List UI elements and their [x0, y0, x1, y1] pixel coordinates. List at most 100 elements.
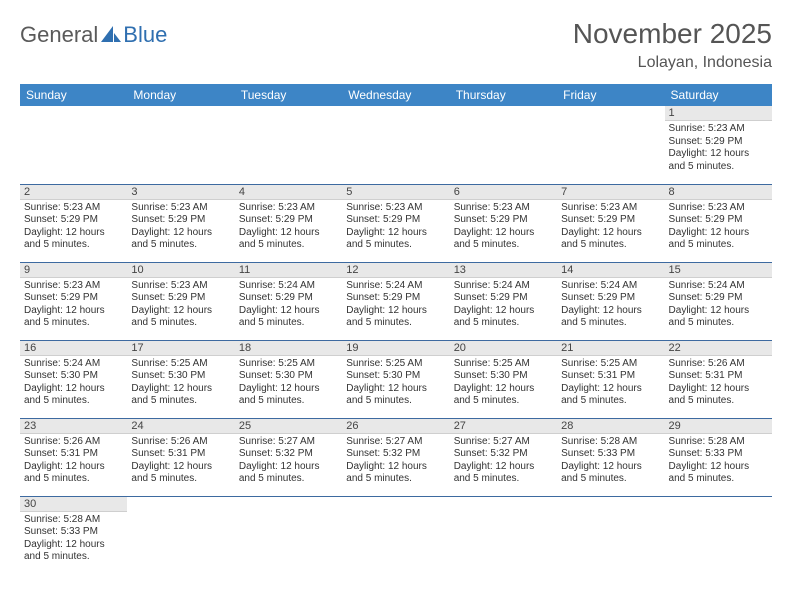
calendar-day-cell: 19Sunrise: 5:25 AMSunset: 5:30 PMDayligh…	[342, 340, 449, 418]
day-body: Sunrise: 5:26 AMSunset: 5:31 PMDaylight:…	[127, 434, 234, 490]
sunset-text: Sunset: 5:29 PM	[239, 292, 338, 305]
calendar-week-row: 1Sunrise: 5:23 AMSunset: 5:29 PMDaylight…	[20, 106, 772, 184]
day-number: 27	[450, 419, 557, 434]
day-number: 29	[665, 419, 772, 434]
location: Lolayan, Indonesia	[573, 54, 772, 72]
logo-text-blue: Blue	[123, 22, 167, 48]
day-number: 3	[127, 185, 234, 200]
sunrise-text: Sunrise: 5:23 AM	[561, 202, 660, 215]
sunset-text: Sunset: 5:32 PM	[454, 448, 553, 461]
calendar-day-cell: 5Sunrise: 5:23 AMSunset: 5:29 PMDaylight…	[342, 184, 449, 262]
calendar-day-cell	[450, 106, 557, 184]
day-body: Sunrise: 5:23 AMSunset: 5:29 PMDaylight:…	[20, 278, 127, 334]
sunrise-text: Sunrise: 5:23 AM	[131, 280, 230, 293]
day-body: Sunrise: 5:23 AMSunset: 5:29 PMDaylight:…	[127, 278, 234, 334]
calendar-day-cell: 1Sunrise: 5:23 AMSunset: 5:29 PMDaylight…	[665, 106, 772, 184]
day-number: 17	[127, 341, 234, 356]
sunset-text: Sunset: 5:32 PM	[346, 448, 445, 461]
day-body: Sunrise: 5:25 AMSunset: 5:30 PMDaylight:…	[235, 356, 342, 412]
calendar-day-cell	[557, 496, 664, 574]
sunrise-text: Sunrise: 5:23 AM	[24, 280, 123, 293]
sunrise-text: Sunrise: 5:26 AM	[24, 436, 123, 449]
sunset-text: Sunset: 5:29 PM	[24, 214, 123, 227]
calendar-day-cell: 10Sunrise: 5:23 AMSunset: 5:29 PMDayligh…	[127, 262, 234, 340]
calendar-day-cell: 24Sunrise: 5:26 AMSunset: 5:31 PMDayligh…	[127, 418, 234, 496]
day-body: Sunrise: 5:27 AMSunset: 5:32 PMDaylight:…	[235, 434, 342, 490]
day-number: 11	[235, 263, 342, 278]
day-number: 23	[20, 419, 127, 434]
daylight-text: Daylight: 12 hours and 5 minutes.	[24, 305, 123, 330]
sunrise-text: Sunrise: 5:27 AM	[346, 436, 445, 449]
calendar-week-row: 2Sunrise: 5:23 AMSunset: 5:29 PMDaylight…	[20, 184, 772, 262]
weekday-header: Monday	[127, 84, 234, 106]
sunset-text: Sunset: 5:33 PM	[561, 448, 660, 461]
day-body: Sunrise: 5:24 AMSunset: 5:29 PMDaylight:…	[450, 278, 557, 334]
day-body: Sunrise: 5:26 AMSunset: 5:31 PMDaylight:…	[665, 356, 772, 412]
daylight-text: Daylight: 12 hours and 5 minutes.	[454, 461, 553, 486]
calendar-day-cell: 9Sunrise: 5:23 AMSunset: 5:29 PMDaylight…	[20, 262, 127, 340]
calendar-day-cell: 29Sunrise: 5:28 AMSunset: 5:33 PMDayligh…	[665, 418, 772, 496]
calendar-day-cell	[20, 106, 127, 184]
sunrise-text: Sunrise: 5:25 AM	[131, 358, 230, 371]
logo: General Blue	[20, 18, 167, 48]
day-body: Sunrise: 5:27 AMSunset: 5:32 PMDaylight:…	[342, 434, 449, 490]
calendar-day-cell: 18Sunrise: 5:25 AMSunset: 5:30 PMDayligh…	[235, 340, 342, 418]
day-number: 4	[235, 185, 342, 200]
day-number: 1	[665, 106, 772, 121]
daylight-text: Daylight: 12 hours and 5 minutes.	[346, 461, 445, 486]
daylight-text: Daylight: 12 hours and 5 minutes.	[24, 383, 123, 408]
day-number: 19	[342, 341, 449, 356]
day-body: Sunrise: 5:24 AMSunset: 5:29 PMDaylight:…	[235, 278, 342, 334]
day-number: 25	[235, 419, 342, 434]
calendar-day-cell: 27Sunrise: 5:27 AMSunset: 5:32 PMDayligh…	[450, 418, 557, 496]
sunrise-text: Sunrise: 5:28 AM	[24, 514, 123, 527]
weekday-header: Friday	[557, 84, 664, 106]
calendar-day-cell: 26Sunrise: 5:27 AMSunset: 5:32 PMDayligh…	[342, 418, 449, 496]
daylight-text: Daylight: 12 hours and 5 minutes.	[239, 383, 338, 408]
daylight-text: Daylight: 12 hours and 5 minutes.	[131, 461, 230, 486]
calendar-day-cell: 2Sunrise: 5:23 AMSunset: 5:29 PMDaylight…	[20, 184, 127, 262]
sunrise-text: Sunrise: 5:23 AM	[131, 202, 230, 215]
calendar-day-cell: 14Sunrise: 5:24 AMSunset: 5:29 PMDayligh…	[557, 262, 664, 340]
sunrise-text: Sunrise: 5:23 AM	[669, 202, 768, 215]
sunset-text: Sunset: 5:29 PM	[346, 292, 445, 305]
daylight-text: Daylight: 12 hours and 5 minutes.	[669, 305, 768, 330]
sunrise-text: Sunrise: 5:25 AM	[454, 358, 553, 371]
daylight-text: Daylight: 12 hours and 5 minutes.	[346, 305, 445, 330]
daylight-text: Daylight: 12 hours and 5 minutes.	[561, 305, 660, 330]
daylight-text: Daylight: 12 hours and 5 minutes.	[346, 383, 445, 408]
sunset-text: Sunset: 5:29 PM	[454, 214, 553, 227]
day-number: 22	[665, 341, 772, 356]
header: General Blue November 2025 Lolayan, Indo…	[20, 18, 772, 72]
sunset-text: Sunset: 5:31 PM	[669, 370, 768, 383]
daylight-text: Daylight: 12 hours and 5 minutes.	[239, 227, 338, 252]
daylight-text: Daylight: 12 hours and 5 minutes.	[131, 383, 230, 408]
daylight-text: Daylight: 12 hours and 5 minutes.	[454, 305, 553, 330]
calendar-day-cell: 30Sunrise: 5:28 AMSunset: 5:33 PMDayligh…	[20, 496, 127, 574]
day-body: Sunrise: 5:25 AMSunset: 5:30 PMDaylight:…	[342, 356, 449, 412]
sunset-text: Sunset: 5:29 PM	[131, 292, 230, 305]
day-number: 5	[342, 185, 449, 200]
day-number: 6	[450, 185, 557, 200]
calendar-day-cell: 3Sunrise: 5:23 AMSunset: 5:29 PMDaylight…	[127, 184, 234, 262]
sunrise-text: Sunrise: 5:28 AM	[669, 436, 768, 449]
calendar-day-cell	[127, 496, 234, 574]
day-body: Sunrise: 5:23 AMSunset: 5:29 PMDaylight:…	[127, 200, 234, 256]
day-body: Sunrise: 5:24 AMSunset: 5:29 PMDaylight:…	[665, 278, 772, 334]
sunset-text: Sunset: 5:30 PM	[24, 370, 123, 383]
sunrise-text: Sunrise: 5:26 AM	[131, 436, 230, 449]
calendar-day-cell	[450, 496, 557, 574]
day-body: Sunrise: 5:23 AMSunset: 5:29 PMDaylight:…	[20, 200, 127, 256]
daylight-text: Daylight: 12 hours and 5 minutes.	[239, 305, 338, 330]
sunrise-text: Sunrise: 5:23 AM	[346, 202, 445, 215]
sunset-text: Sunset: 5:30 PM	[454, 370, 553, 383]
day-number: 10	[127, 263, 234, 278]
calendar-day-cell: 12Sunrise: 5:24 AMSunset: 5:29 PMDayligh…	[342, 262, 449, 340]
day-number: 30	[20, 497, 127, 512]
daylight-text: Daylight: 12 hours and 5 minutes.	[131, 305, 230, 330]
day-number: 15	[665, 263, 772, 278]
sunrise-text: Sunrise: 5:26 AM	[669, 358, 768, 371]
day-body: Sunrise: 5:23 AMSunset: 5:29 PMDaylight:…	[665, 121, 772, 177]
day-body: Sunrise: 5:24 AMSunset: 5:30 PMDaylight:…	[20, 356, 127, 412]
day-number: 18	[235, 341, 342, 356]
